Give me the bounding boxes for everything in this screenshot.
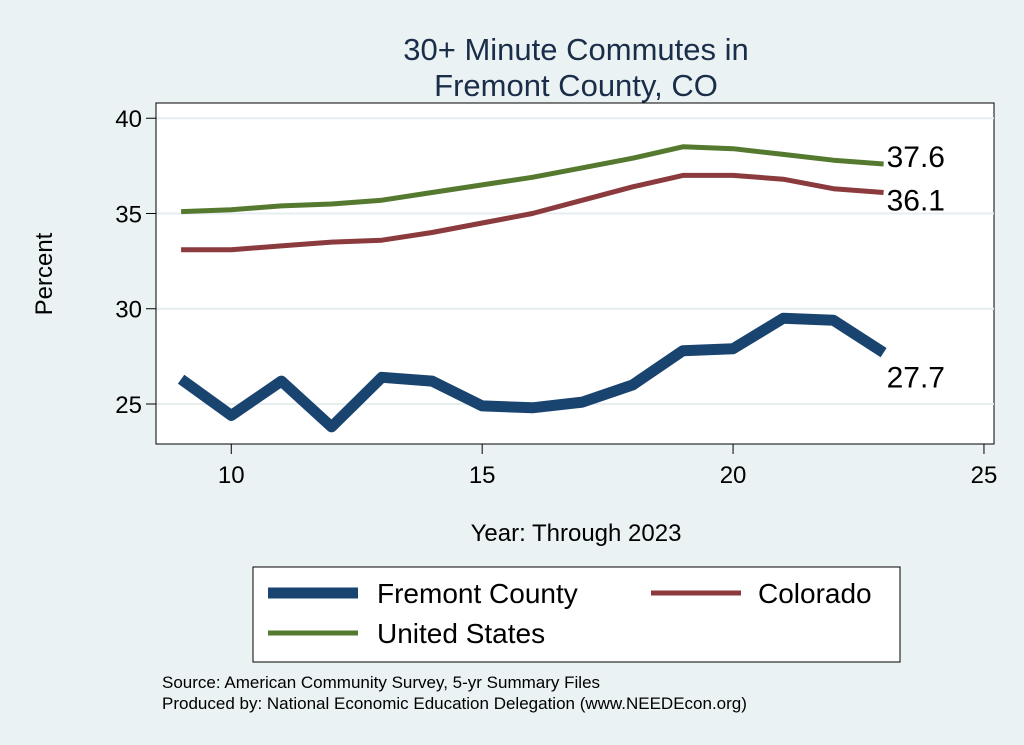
x-axis: 10 15 20 25 [156,443,998,489]
y-tick-label-40: 40 [115,106,142,133]
series-layer: 27.7 36.1 37.6 [177,141,945,433]
chart-title-line-1: 30+ Minute Commutes in [403,32,748,67]
end-label-colorado: 36.1 [887,185,945,218]
x-tick-label-15: 15 [469,462,496,489]
plot-area [155,102,995,445]
series-line-fremont-county [177,312,887,433]
chart-title-line-2: Fremont County, CO [434,68,718,103]
y-tick-label-35: 35 [115,201,142,228]
legend-label-united-states: United States [377,618,545,649]
source-note: Source: American Community Survey, 5-yr … [162,673,600,692]
legend-label-colorado: Colorado [758,578,872,609]
series-line-colorado [181,172,884,253]
produced-by-note: Produced by: National Economic Education… [162,694,747,713]
x-tick-label-25: 25 [971,462,998,489]
legend-label-fremont-county: Fremont County [377,578,578,609]
x-axis-label: Year: Through 2023 [471,520,682,547]
y-axis: 25 30 35 40 [115,103,157,444]
x-tick-label-10: 10 [218,462,245,489]
y-tick-label-25: 25 [115,392,142,419]
y-tick-label-30: 30 [115,297,142,324]
y-axis-label: Percent [31,232,58,315]
legend: Fremont County Colorado United States [252,566,901,663]
x-tick-label-20: 20 [720,462,747,489]
end-label-fremont-county: 27.7 [887,362,945,395]
legend-box [252,566,901,663]
end-label-united-states: 37.6 [887,141,945,174]
series-line-united-states [181,144,884,215]
